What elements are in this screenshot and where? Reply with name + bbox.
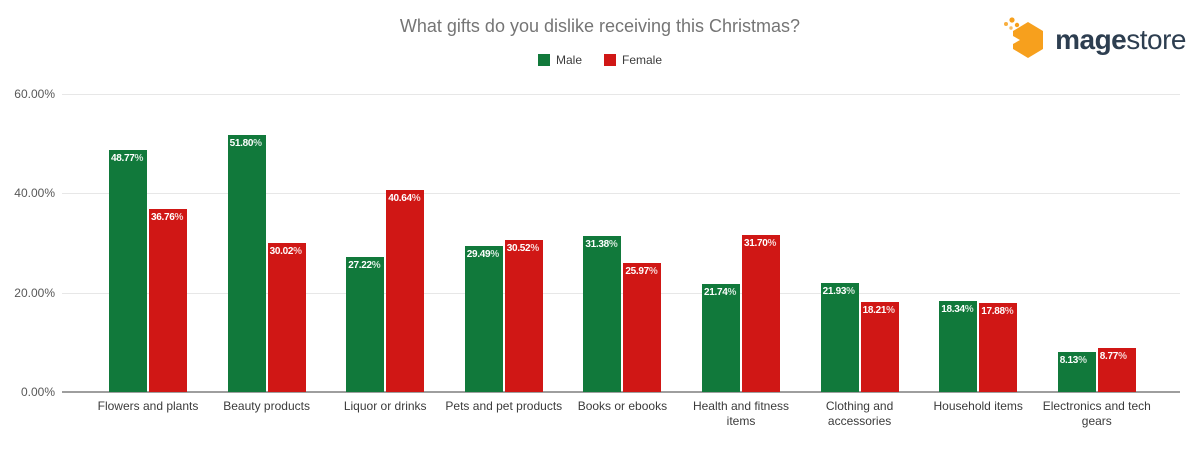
- bar-male-7[interactable]: 21.93%: [820, 283, 859, 392]
- bar-female-2[interactable]: 30.02%: [267, 242, 306, 392]
- legend-swatch-female: [604, 54, 616, 66]
- bar-female-1[interactable]: 36.76%: [149, 209, 187, 392]
- bar-male-4[interactable]: 29.49%: [464, 245, 503, 392]
- bar-male-2[interactable]: 51.80%: [227, 134, 266, 392]
- bar-female-7[interactable]: 18.21%: [860, 301, 899, 392]
- bar-value-label: 8.13%: [1059, 354, 1087, 366]
- chart-legend: Male Female: [0, 53, 1200, 67]
- legend-label: Male: [555, 53, 582, 67]
- bar-value-label: 31.38%: [585, 239, 618, 251]
- magestore-logo[interactable]: magestore: [1001, 14, 1186, 65]
- bar-value-label: 30.02%: [269, 245, 302, 257]
- bar-value-label: 36.76%: [151, 212, 184, 224]
- bar-female-4[interactable]: 30.52%: [504, 240, 543, 392]
- legend-item-male[interactable]: Male: [537, 53, 582, 67]
- bar-value-label: 21.74%: [704, 287, 737, 299]
- x-axis-category-label: Clothing and accessories: [825, 399, 894, 428]
- grid-line: [62, 193, 1180, 195]
- bar-value-label: 21.93%: [822, 286, 855, 298]
- x-axis-category-label: Household items: [933, 399, 1023, 413]
- bar-value-label: 25.97%: [625, 266, 658, 278]
- magestore-wordmark: magestore: [1055, 23, 1186, 55]
- bar-value-label: 30.52%: [506, 243, 539, 255]
- bar-value-label: 27.22%: [348, 259, 381, 271]
- y-axis-tick-label: 20.00%: [14, 285, 55, 300]
- bar-female-3[interactable]: 40.64%: [386, 190, 425, 392]
- grid-line: [62, 94, 1180, 95]
- legend-swatch-male: [537, 54, 550, 66]
- bar-value-label: 8.77%: [1099, 351, 1127, 363]
- y-axis-tick-label: 60.00%: [14, 87, 55, 101]
- y-axis-tick-label: 0.00%: [20, 385, 55, 399]
- bar-value-label: 48.77%: [111, 152, 144, 164]
- x-axis-category-label: Liquor or drinks: [343, 399, 427, 413]
- bar-male-9[interactable]: 8.13%: [1057, 351, 1096, 392]
- bar-value-label: 18.34%: [941, 303, 974, 315]
- bar-female-5[interactable]: 25.97%: [623, 263, 662, 392]
- bar-value-label: 40.64%: [388, 193, 421, 205]
- legend-label: Female: [622, 53, 663, 67]
- bar-value-label: 18.21%: [862, 304, 895, 316]
- bar-value-label: 17.88%: [981, 306, 1014, 318]
- bar-value-label: 51.80%: [229, 137, 262, 149]
- bar-female-8[interactable]: 17.88%: [979, 303, 1018, 392]
- bar-male-6[interactable]: 21.74%: [702, 284, 740, 392]
- x-axis-category-label: Health and fitness items: [692, 399, 790, 428]
- x-axis-category-label: Beauty products: [223, 399, 310, 413]
- bar-male-3[interactable]: 27.22%: [346, 256, 385, 392]
- x-axis-category-label: Pets and pet products: [445, 399, 563, 413]
- bar-male-1[interactable]: 48.77%: [109, 149, 147, 392]
- bar-male-5[interactable]: 31.38%: [583, 236, 622, 392]
- bar-male-8[interactable]: 18.34%: [939, 300, 978, 392]
- x-axis-baseline: [62, 391, 1180, 393]
- bar-value-label: 29.49%: [466, 248, 499, 260]
- x-axis-category-label: Books or ebooks: [577, 399, 668, 413]
- y-axis-tick-label: 40.00%: [14, 186, 55, 201]
- legend-item-female[interactable]: Female: [604, 53, 662, 67]
- chart-title: What gifts do you dislike receiving this…: [399, 16, 801, 36]
- x-axis-category-label: Flowers and plants: [97, 399, 199, 413]
- bar-female-9[interactable]: 8.77%: [1097, 348, 1136, 392]
- bar-value-label: 31.70%: [744, 237, 777, 249]
- bar-female-6[interactable]: 31.70%: [742, 234, 780, 392]
- magestore-hexagon-icon: [1001, 14, 1047, 65]
- x-axis-category-label: Electronics and tech gears: [1042, 399, 1151, 428]
